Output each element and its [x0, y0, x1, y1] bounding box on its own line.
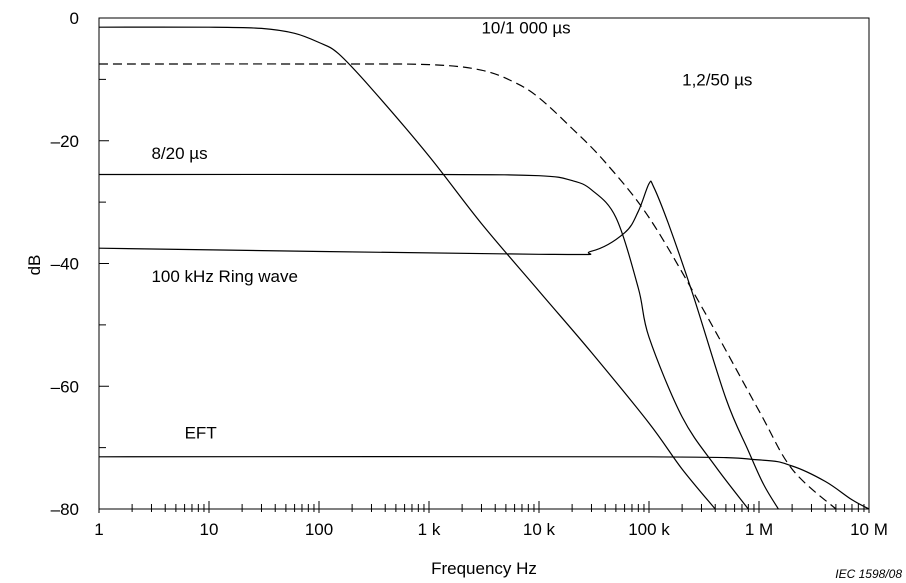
annotation-layer: 10/1 000 µs 1,2/50 µs 8/20 µs 100 kHz Ring … — [151, 18, 752, 442]
x-tick-label: 10 — [200, 520, 219, 539]
y-axis: 0 –20 –40 –60 –80 — [51, 9, 109, 519]
x-axis-title: Frequency Hz — [431, 559, 537, 578]
x-tick-label: 100 k — [628, 520, 670, 539]
x-tick-label: 1 k — [418, 520, 441, 539]
series-line-1-2-50-s — [98, 63, 837, 510]
y-tick-label: –60 — [51, 377, 79, 396]
series-line-8-20-s — [98, 173, 749, 510]
series-line-10-1-000-s — [98, 26, 716, 510]
series-layer — [98, 26, 870, 510]
y-tick-label: –20 — [51, 132, 79, 151]
series-line-100-khz-ring-wave — [98, 180, 779, 510]
curve-label: 100 kHz Ring wave — [151, 267, 297, 286]
x-tick-label: 10 k — [523, 520, 556, 539]
curve-label: 10/1 000 µs — [481, 18, 570, 37]
y-tick-label: 0 — [70, 9, 79, 28]
series-line-eft — [98, 455, 870, 510]
y-tick-label: –40 — [51, 255, 79, 274]
x-axis: 1 10 100 1 k 10 k 100 k 1 M 10 M — [94, 501, 888, 539]
curve-label: 8/20 µs — [151, 144, 207, 163]
curve-label: 1,2/50 µs — [682, 71, 752, 90]
curve-label: EFT — [185, 423, 217, 442]
y-axis-title: dB — [25, 255, 44, 276]
x-tick-label: 10 M — [850, 520, 888, 539]
x-tick-label: 100 — [305, 520, 333, 539]
y-tick-label: –80 — [51, 500, 79, 519]
x-tick-label: 1 — [94, 520, 103, 539]
figure-credit: IEC 1598/08 — [835, 567, 902, 581]
x-tick-label: 1 M — [745, 520, 773, 539]
